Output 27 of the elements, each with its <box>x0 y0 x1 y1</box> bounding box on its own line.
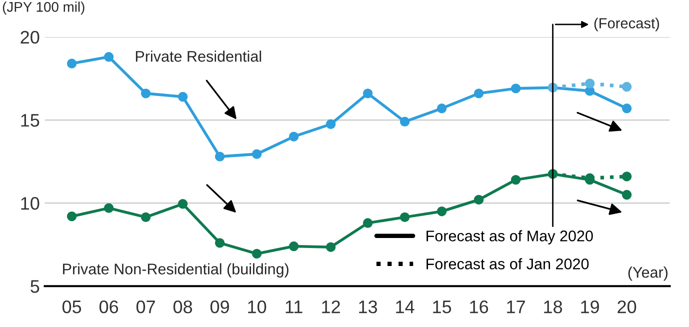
x-tick-label: 13 <box>359 300 378 314</box>
y-tick-label: 15 <box>21 114 40 127</box>
x-tick-label: 20 <box>618 300 636 314</box>
x-tick-label: 06 <box>99 300 118 314</box>
x-tick-label: 16 <box>470 300 488 314</box>
annotation: (Year) <box>628 266 668 281</box>
x-tick-label: 19 <box>581 300 599 314</box>
annotation: Forecast as of Jan 2020 <box>426 258 589 270</box>
x-tick-label: 08 <box>173 300 192 314</box>
x-tick-label: 07 <box>136 300 155 314</box>
ref-line-label: (Forecast) <box>594 18 660 32</box>
y-tick-label: 20 <box>20 30 40 44</box>
x-tick-label: 17 <box>507 300 525 314</box>
x-tick-label: 09 <box>210 300 229 314</box>
series-label: Private Non-Residential (building) <box>63 263 288 278</box>
series-label: Private Residential <box>136 50 262 62</box>
x-tick-label: 15 <box>433 300 452 314</box>
x-tick-label: 18 <box>544 300 562 314</box>
x-tick-label: 10 <box>248 300 266 314</box>
y-tick-label: 5 <box>30 280 40 293</box>
x-tick-label: 14 <box>396 300 414 314</box>
annotation: Forecast as of May 2020 <box>426 230 593 244</box>
y-tick-label: 10 <box>21 197 40 210</box>
x-tick-label: 05 <box>62 300 82 314</box>
y-axis-title: (JPY 100 mil) <box>2 2 84 15</box>
x-tick-label: 11 <box>286 300 302 314</box>
x-tick-label: 12 <box>322 300 340 314</box>
